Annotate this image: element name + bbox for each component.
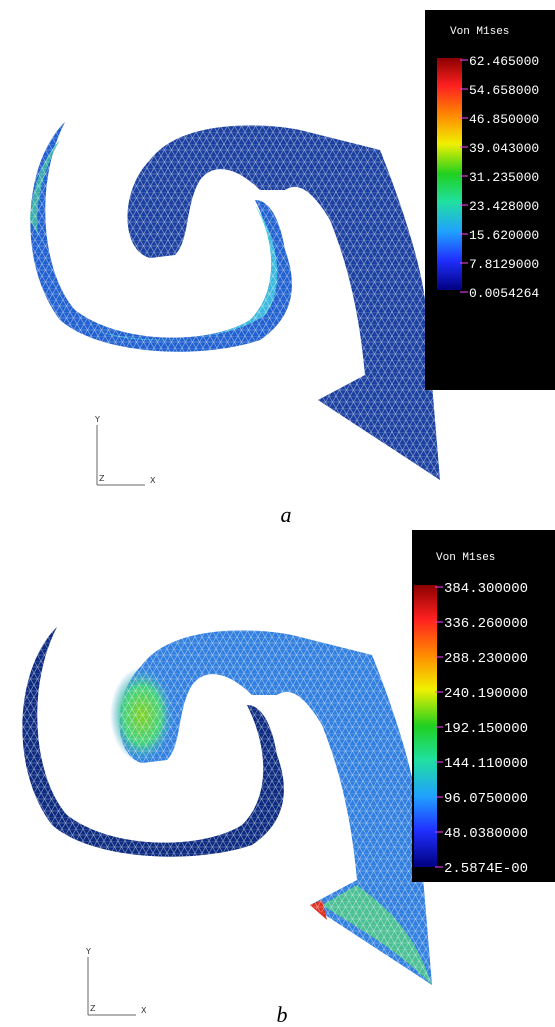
legend-label: 7.8129000 — [469, 257, 539, 272]
legend-label: 54.658000 — [469, 83, 539, 98]
legend-label: 39.043000 — [469, 141, 539, 156]
legend-label: 48.0380000 — [444, 826, 528, 842]
legend-label: 0.0054264 — [469, 286, 539, 301]
legend-label: 31.235000 — [469, 170, 539, 185]
axis-label-y: Y — [85, 947, 91, 956]
legend-label: 15.620000 — [469, 228, 539, 243]
model-a — [30, 122, 440, 480]
legend-label: 240.190000 — [444, 686, 528, 702]
legend-label: 384.300000 — [444, 581, 528, 597]
axis-label-y: Y — [94, 415, 100, 424]
legend-label: 288.230000 — [444, 651, 528, 667]
legend-label: 23.428000 — [469, 199, 539, 214]
color-bar — [414, 585, 437, 867]
axis-label-x: X — [150, 476, 156, 485]
legend-label: 62.465000 — [469, 54, 539, 69]
caption: a — [281, 502, 292, 527]
model-b — [22, 627, 432, 985]
color-bar — [437, 58, 462, 290]
figure: Von M1ses 62.465000 54.658000 46.850000 39.0… — [0, 0, 555, 1027]
legend-label: 336.260000 — [444, 616, 528, 632]
legend-label: 2.5874E-00 — [444, 861, 528, 877]
legend-label: 96.0750000 — [444, 791, 528, 807]
axis-label-z: Z — [90, 1004, 96, 1013]
legend-title: Von M1ses — [436, 552, 495, 564]
caption: b — [277, 1002, 288, 1027]
legend-label: 144.110000 — [444, 756, 528, 772]
axis-label-x: X — [141, 1006, 147, 1015]
axis-label-z: Z — [99, 474, 105, 483]
legend-title: Von M1ses — [450, 26, 509, 38]
legend-label: 46.850000 — [469, 112, 539, 127]
legend-label: 192.150000 — [444, 721, 528, 737]
